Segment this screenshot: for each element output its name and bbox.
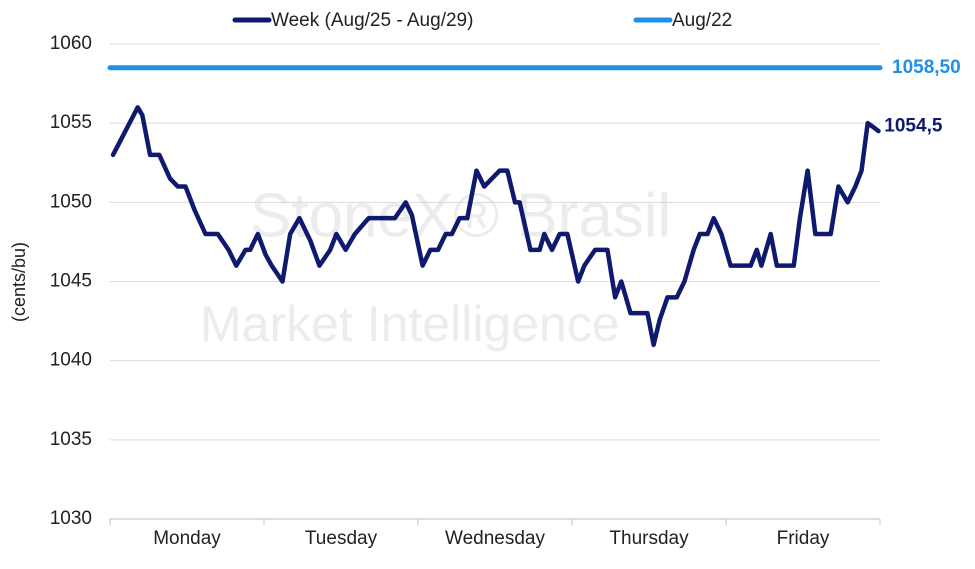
- line-series: [110, 105, 881, 348]
- y-tick-label: 1060: [50, 33, 92, 54]
- legend-label: Aug/22: [672, 10, 732, 31]
- legend-label: Week (Aug/25 - Aug/29): [271, 10, 473, 31]
- x-tick-label: Thursday: [609, 528, 689, 549]
- watermark: Market Intelligence: [200, 296, 620, 352]
- y-tick-label: 1030: [50, 508, 92, 529]
- data-label: 1054,5: [884, 115, 943, 136]
- x-tick-label: Tuesday: [305, 528, 378, 549]
- watermark: StoneX® Brasil: [250, 181, 671, 250]
- y-tick-label: 1040: [50, 350, 92, 371]
- x-tick-label: Wednesday: [445, 528, 545, 549]
- y-tick-label: 1055: [50, 112, 92, 133]
- x-tick-label: Monday: [153, 528, 221, 549]
- y-tick-label: 1045: [50, 271, 92, 292]
- y-axis-label: (cents/bu): [9, 242, 29, 322]
- y-tick-label: 1035: [50, 429, 92, 450]
- y-tick-label: 1050: [50, 191, 92, 212]
- data-label: 1058,50: [892, 57, 961, 78]
- x-tick-label: Friday: [777, 528, 830, 549]
